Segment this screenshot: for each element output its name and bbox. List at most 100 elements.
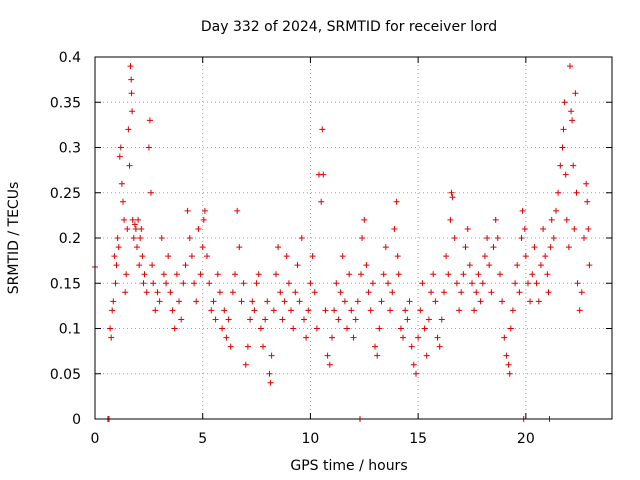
data-point bbox=[359, 235, 366, 241]
data-point bbox=[116, 153, 123, 160]
data-point bbox=[109, 307, 116, 314]
x-tick-label: 5 bbox=[198, 431, 207, 447]
data-point bbox=[365, 289, 372, 296]
data-point bbox=[124, 226, 131, 232]
data-point bbox=[279, 316, 286, 323]
data-point bbox=[346, 271, 353, 278]
data-point bbox=[449, 194, 456, 201]
data-point bbox=[571, 226, 578, 232]
data-point bbox=[107, 325, 114, 332]
data-point bbox=[125, 126, 132, 133]
data-point bbox=[132, 226, 139, 232]
data-point bbox=[140, 280, 147, 287]
data-point bbox=[171, 325, 178, 332]
data-point bbox=[570, 162, 577, 169]
data-point bbox=[514, 262, 521, 269]
data-point bbox=[173, 271, 180, 278]
data-point bbox=[548, 216, 555, 223]
data-point bbox=[393, 198, 400, 205]
axis-tick-labels: 0 0.05 0.1 0.15 0.2 0.25 0.3 0.35 0.4 0 5 10 15 20 bbox=[50, 50, 535, 447]
data-point bbox=[114, 235, 121, 241]
data-point bbox=[134, 244, 140, 251]
data-point bbox=[165, 253, 172, 260]
data-point bbox=[404, 316, 411, 323]
y-tick-label: 0.4 bbox=[59, 50, 81, 66]
data-point bbox=[210, 298, 217, 305]
data-point bbox=[307, 280, 314, 287]
data-point bbox=[326, 361, 333, 368]
data-point bbox=[432, 298, 439, 305]
data-point bbox=[160, 271, 167, 278]
data-point bbox=[130, 235, 137, 241]
data-point bbox=[260, 343, 266, 350]
data-point bbox=[135, 216, 142, 223]
data-point bbox=[425, 316, 432, 323]
data-point bbox=[288, 307, 294, 314]
data-point bbox=[120, 198, 126, 205]
data-point bbox=[344, 325, 350, 332]
data-point bbox=[318, 198, 325, 205]
data-point bbox=[145, 144, 152, 151]
data-point bbox=[108, 334, 115, 341]
data-point bbox=[290, 325, 297, 332]
data-point bbox=[389, 289, 396, 296]
data-point bbox=[118, 180, 125, 187]
data-point bbox=[195, 226, 202, 232]
data-point bbox=[320, 171, 327, 178]
data-point bbox=[122, 289, 129, 296]
data-point bbox=[149, 262, 156, 269]
data-point bbox=[553, 207, 559, 214]
data-point bbox=[576, 307, 583, 314]
data-point bbox=[281, 298, 288, 305]
data-point bbox=[156, 298, 163, 305]
data-point bbox=[361, 216, 368, 223]
x-tick-label: 10 bbox=[302, 431, 320, 447]
data-point bbox=[115, 244, 122, 251]
y-tick-label: 0.1 bbox=[59, 322, 81, 338]
data-point bbox=[385, 280, 391, 287]
data-point bbox=[567, 63, 573, 70]
y-tick-label: 0.35 bbox=[50, 95, 81, 111]
data-point bbox=[298, 235, 305, 241]
data-point bbox=[402, 307, 409, 314]
data-point bbox=[309, 253, 316, 260]
data-point bbox=[199, 244, 206, 251]
data-point bbox=[408, 343, 415, 350]
data-point bbox=[285, 280, 292, 287]
data-point bbox=[234, 207, 241, 214]
data-point bbox=[448, 189, 455, 196]
data-point bbox=[436, 343, 443, 350]
data-point bbox=[441, 289, 447, 296]
data-point bbox=[242, 361, 249, 368]
data-point bbox=[492, 216, 499, 223]
data-point bbox=[466, 262, 473, 269]
y-tick-label: 0.3 bbox=[59, 141, 81, 157]
data-point bbox=[112, 280, 119, 287]
data-point bbox=[262, 316, 269, 323]
data-point bbox=[158, 235, 165, 241]
data-point bbox=[555, 189, 562, 196]
data-point bbox=[516, 289, 523, 296]
data-point bbox=[163, 280, 170, 287]
data-point bbox=[583, 180, 590, 187]
data-point bbox=[249, 298, 256, 305]
data-point bbox=[537, 262, 544, 269]
data-point bbox=[240, 280, 247, 287]
data-point bbox=[581, 235, 587, 241]
x-tick-label: 15 bbox=[409, 431, 427, 447]
data-point bbox=[545, 289, 552, 296]
y-tick-label: 0.15 bbox=[50, 276, 81, 292]
data-point bbox=[486, 262, 493, 269]
axis-ticks bbox=[94, 56, 612, 420]
data-point bbox=[372, 343, 378, 350]
data-points bbox=[92, 63, 593, 422]
data-point bbox=[374, 352, 381, 359]
y-axis-label: SRMTID / TECUs bbox=[6, 182, 22, 295]
data-point bbox=[578, 289, 585, 296]
data-point bbox=[415, 334, 422, 341]
data-point bbox=[143, 289, 150, 296]
x-tick-label: 0 bbox=[91, 431, 100, 447]
data-point bbox=[469, 280, 475, 287]
data-point bbox=[521, 226, 528, 232]
